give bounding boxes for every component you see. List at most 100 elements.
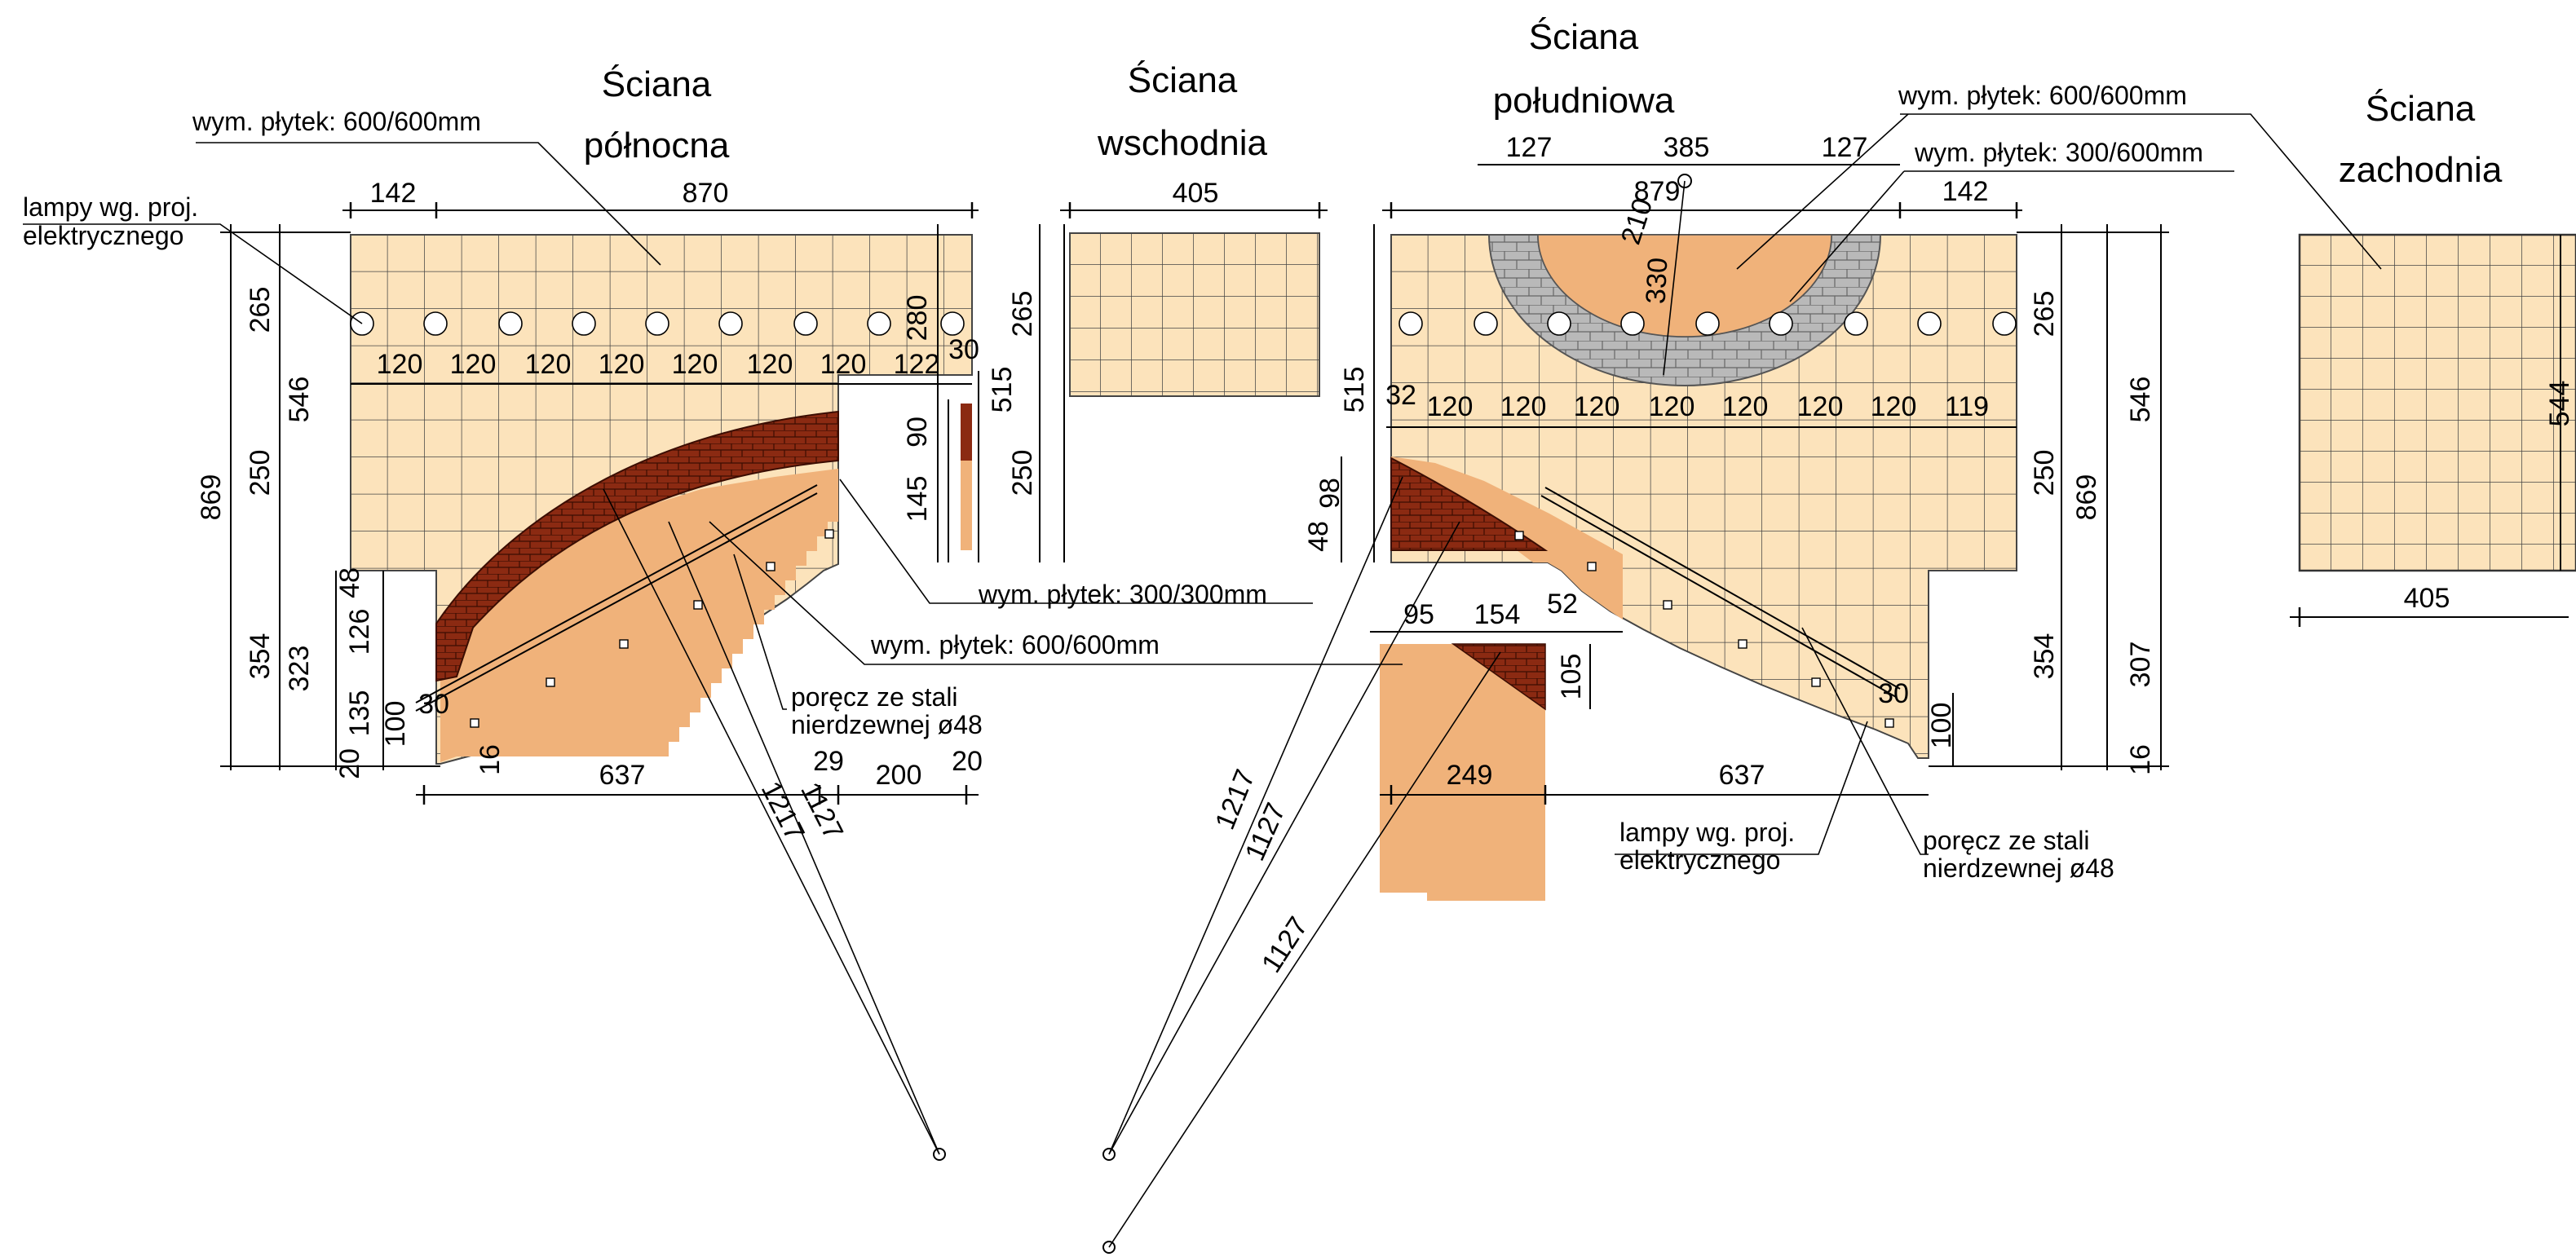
dim-label: 30 [1878, 678, 1909, 709]
south-lamps [1398, 311, 2017, 336]
dim-label: 16 [475, 744, 506, 775]
dim-label: 120 [747, 349, 793, 380]
dim-label: 120 [1871, 391, 1917, 422]
lamp-icon [867, 311, 891, 336]
dim-label: 16 [2125, 744, 2156, 775]
west-title-line1: Ściana [2366, 87, 2476, 129]
lamp-icon [423, 311, 448, 336]
dim-label: 250 [2029, 450, 2060, 496]
dim-label: 330 [1641, 257, 1674, 305]
north-handrail [415, 484, 818, 703]
dim-label: 126 [344, 609, 375, 655]
lamp-icon [1620, 311, 1645, 336]
south-wall [1380, 234, 2017, 901]
south-title-line1: Ściana [1529, 15, 1639, 57]
south-lower-section [1380, 644, 1545, 901]
note-lamps-left-2: elektrycznego [23, 221, 183, 250]
dim-label: 120 [1500, 391, 1547, 422]
dim-label: 250 [245, 450, 276, 496]
dim-label: 544 [2544, 381, 2575, 427]
south-step-lights [1514, 531, 1894, 728]
dim-label: 127 [1506, 132, 1553, 163]
dim-label: 405 [2404, 583, 2450, 614]
lamp-icon [1844, 311, 1868, 336]
north-stair-area [440, 469, 838, 762]
note-rail-left-2: nierdzewnej ø48 [791, 710, 983, 739]
dim-label: 32 [1385, 380, 1416, 411]
south-arch-infill [1537, 234, 1832, 337]
dim-label: 30 [948, 334, 979, 365]
dim-label: 135 [344, 690, 375, 737]
west-wall-tiles [2298, 233, 2576, 572]
dim-label: 105 [1556, 654, 1587, 700]
note-tile-600-south: wym. płytek: 600/600mm [1898, 81, 2187, 110]
dim-label: 29 [813, 746, 844, 777]
dim-label: 48 [334, 567, 365, 598]
east-title-line2: wschodnia [1097, 123, 1267, 163]
south-spacing-labels: 32 120 120 120 120 120 120 120 119 [1385, 380, 1989, 422]
dim-label: 120 [1722, 391, 1769, 422]
wall-titles: Ściana północna Ściana wschodnia Ściana … [584, 15, 2503, 190]
note-tile-600-north: wym. płytek: 600/600mm [192, 107, 481, 136]
lamp-icon [1917, 311, 1942, 336]
south-brick-area [1390, 456, 1549, 551]
south-handrail-inner [1540, 495, 1897, 698]
dim-label: 250 [1007, 450, 1038, 496]
note-lamps-bottom-2: elektrycznego [1619, 845, 1780, 875]
dim-label: 405 [1173, 178, 1219, 209]
note-rail-bottom-1: poręcz ze stali [1923, 826, 2090, 855]
dim-label: 280 [902, 295, 933, 342]
dim-label: 546 [2125, 377, 2156, 423]
south-handrail [1544, 487, 1901, 690]
dim-label: 95 [1403, 599, 1434, 630]
dim-label: 120 [1427, 391, 1474, 422]
lamp-icon [718, 311, 743, 336]
west-wall [2298, 233, 2576, 572]
south-title-line2: południowa [1493, 81, 1675, 121]
note-rail-left-1: poręcz ze stali [791, 682, 958, 712]
north-side-strip-lower [961, 461, 972, 550]
dim-label: 100 [1926, 703, 1957, 749]
dim-label: 98 [1315, 478, 1345, 509]
dim-label: 265 [2029, 291, 2060, 337]
dim-label: 100 [380, 701, 411, 748]
lamp-icon [1474, 311, 1498, 336]
south-wall-tiles [1390, 234, 2017, 759]
west-title-line2: zachodnia [2339, 150, 2503, 190]
dim-label: 122 [894, 349, 940, 380]
note-rail-bottom-2: nierdzewnej ø48 [1923, 853, 2114, 883]
dim-label: 120 [1649, 391, 1695, 422]
lamp-icon [1992, 311, 2017, 336]
lamp-icon [1398, 311, 1423, 336]
dim-label: 869 [2071, 474, 2102, 521]
dim-label: 30 [418, 689, 449, 720]
dim-label: 515 [987, 367, 1018, 413]
note-lamps-bottom-1: lampy wg. proj. [1619, 818, 1795, 847]
note-tile-300-600: wym. płytek: 300/600mm [1914, 138, 2203, 167]
dim-label: 142 [370, 178, 417, 209]
dim-label: 879 [1634, 176, 1681, 207]
dim-label: 145 [902, 476, 933, 523]
dim-label: 120 [672, 349, 718, 380]
north-title-line2: północna [584, 126, 730, 165]
dim-label: 142 [1942, 176, 1989, 207]
dim-label: 119 [1945, 391, 1989, 422]
north-title-line1: Ściana [602, 63, 712, 104]
dim-label: 637 [1719, 760, 1765, 791]
dim-label: 637 [599, 760, 646, 791]
dim-label: 249 [1447, 760, 1493, 791]
dim-label: 90 [902, 417, 933, 448]
note-tile-300-300: wym. płytek: 300/300mm [978, 580, 1267, 609]
lamp-icon [793, 311, 818, 336]
dim-label: 323 [284, 646, 315, 692]
dim-label: 120 [599, 349, 645, 380]
dim-label: 154 [1474, 599, 1521, 630]
lamp-icon [498, 311, 523, 336]
dim-label: 52 [1547, 589, 1578, 620]
dim-label: 120 [1574, 391, 1620, 422]
note-lamps-left-1: lampy wg. proj. [23, 192, 198, 222]
lamp-icon [572, 311, 596, 336]
north-side-strip-upper [961, 404, 972, 461]
note-tile-600-middle: wym. płytek: 600/600mm [870, 630, 1160, 659]
dim-label: 120 [377, 349, 423, 380]
